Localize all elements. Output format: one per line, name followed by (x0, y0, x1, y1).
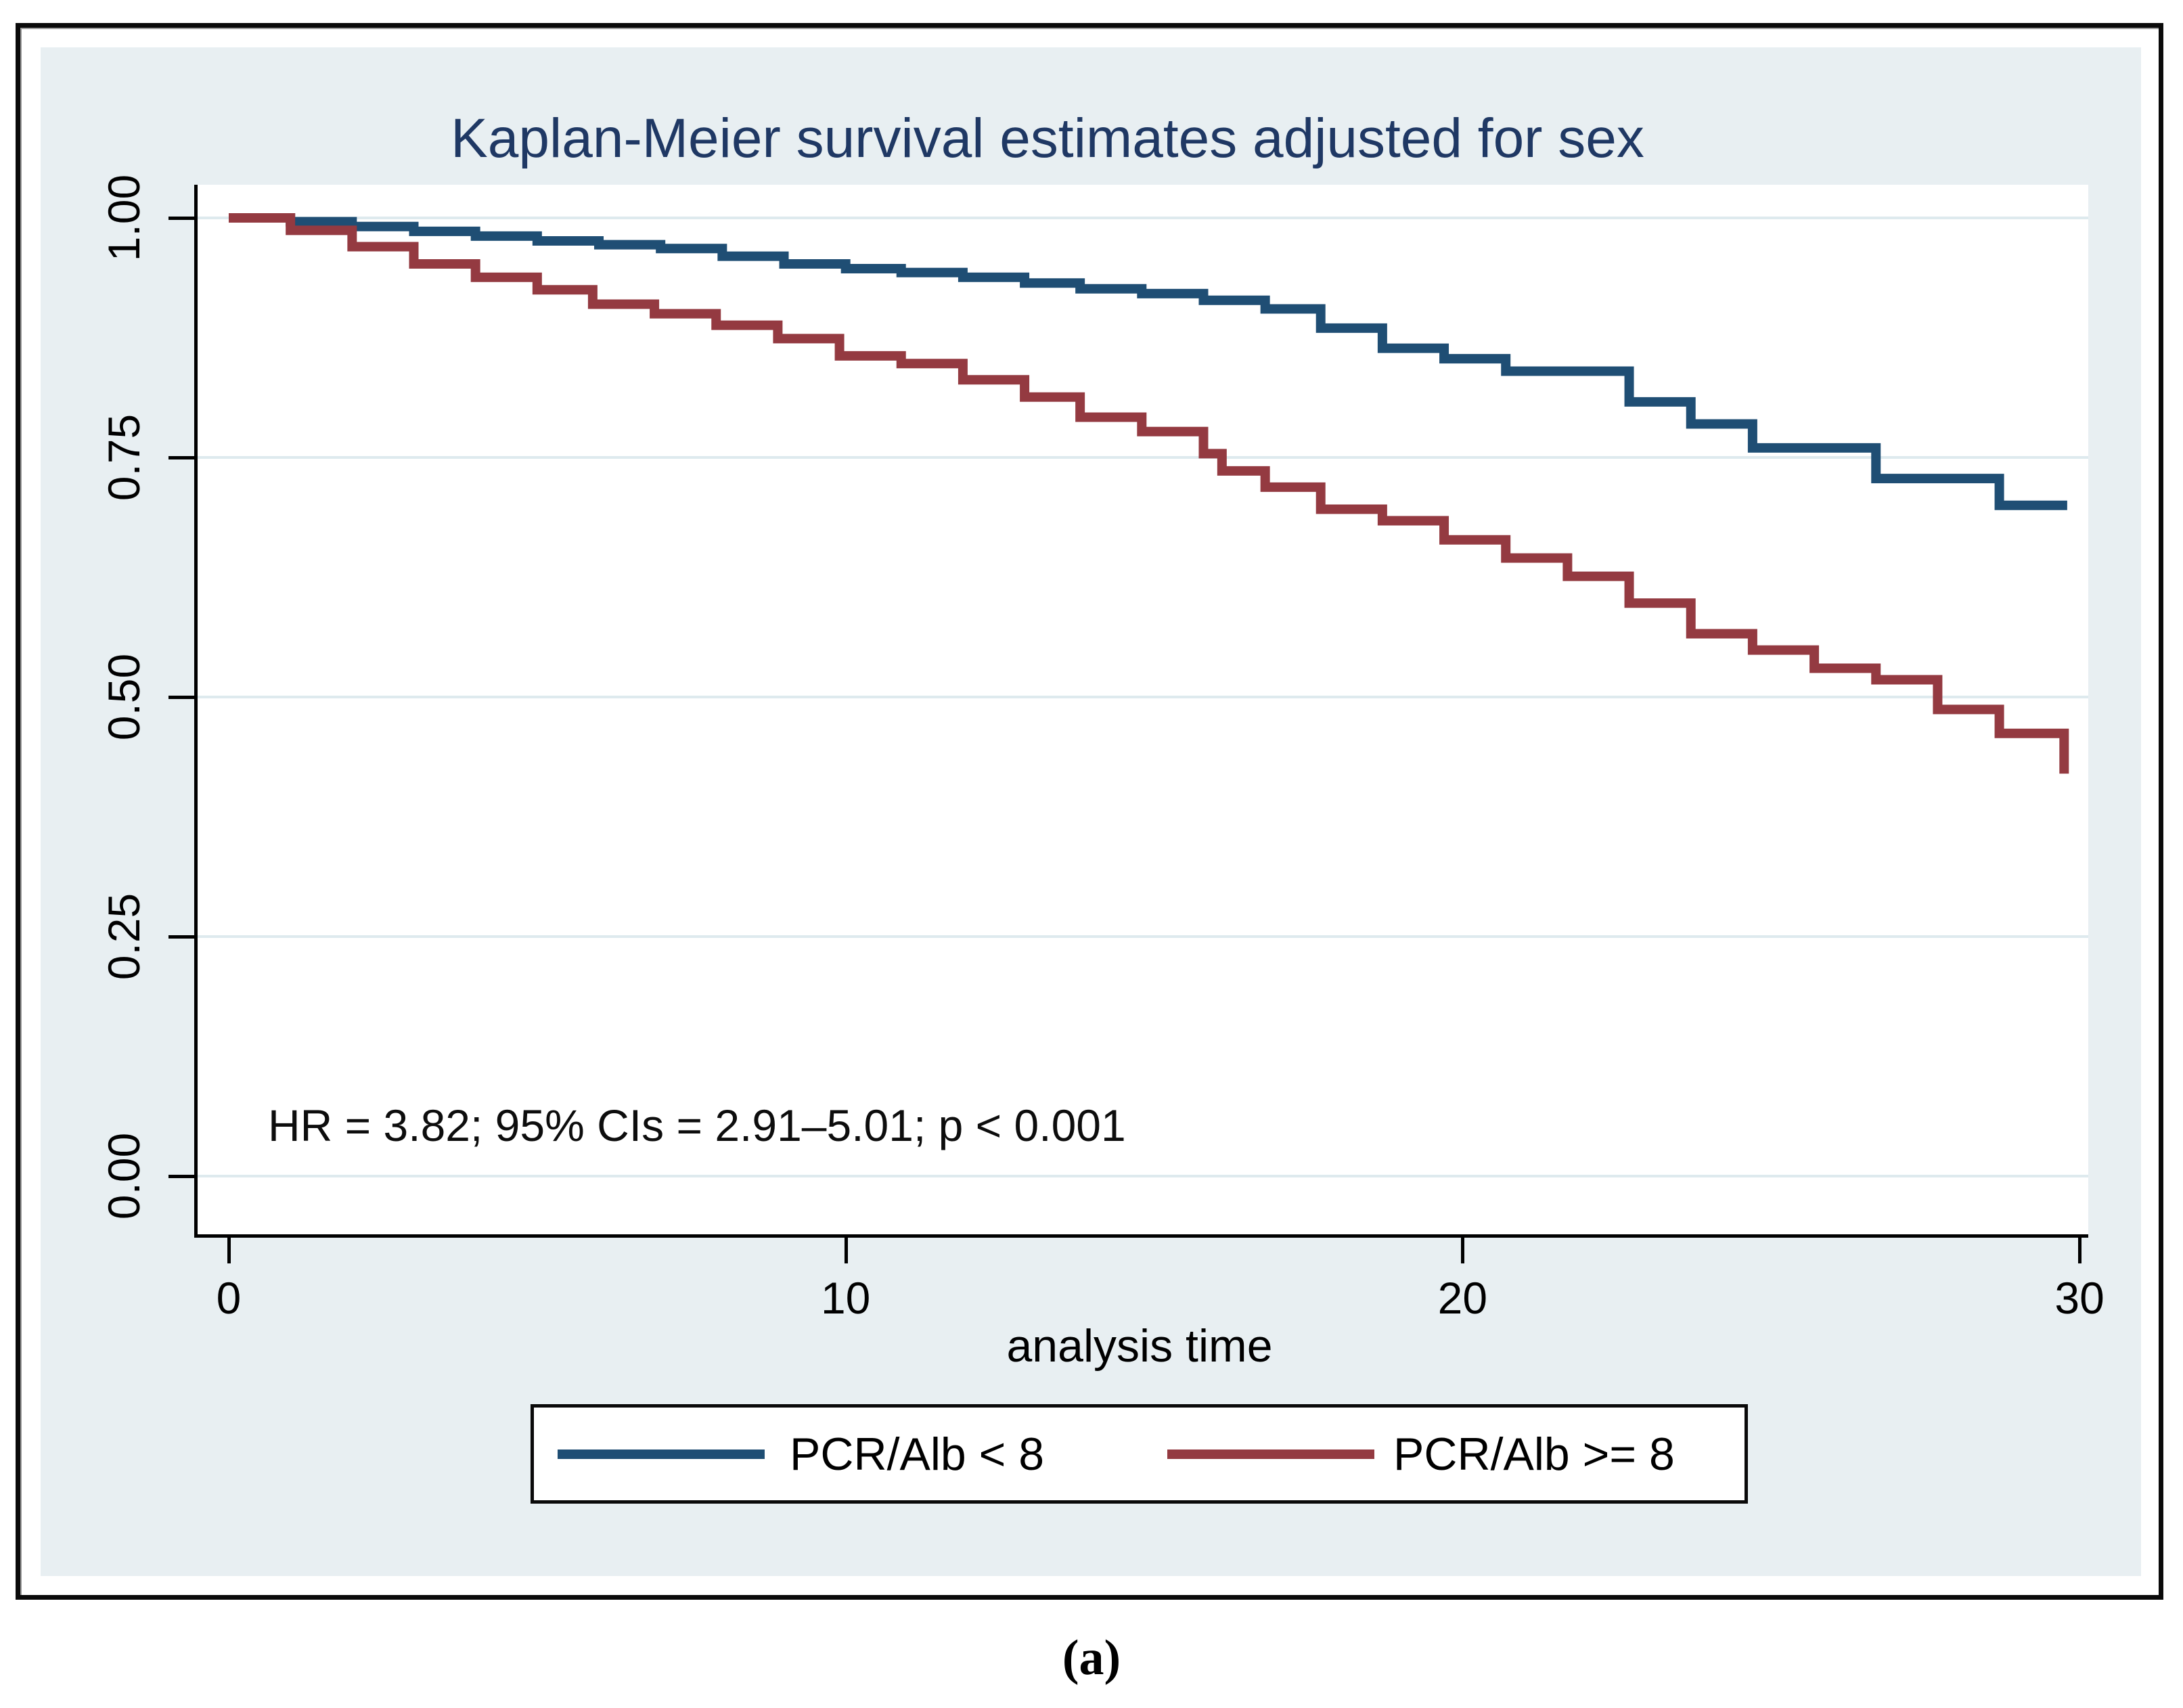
y-tick-mark-0.75 (168, 456, 194, 459)
x-tick-label-10: 10 (820, 1273, 871, 1323)
km-curve-pcralb-lt8 (229, 213, 2067, 510)
y-tick-mark-1.00 (168, 217, 194, 220)
chart-title: Kaplan-Meier survival estimates adjusted… (451, 108, 1644, 169)
legend-label-pcralb-lt8: PCR/Alb < 8 (790, 1428, 1045, 1480)
figure-caption: (a) (1062, 1630, 1121, 1686)
legend-swatch-pcralb-ge8 (1167, 1449, 1374, 1459)
x-tick-label-30: 30 (2054, 1273, 2105, 1323)
y-tick-label-0.00: 0.00 (99, 1132, 149, 1220)
y-tick-label-0.50: 0.50 (99, 653, 149, 741)
y-tick-mark-0.25 (168, 935, 194, 939)
x-tick-mark-30 (2078, 1238, 2082, 1263)
legend-label-pcralb-ge8: PCR/Alb >= 8 (1393, 1428, 1675, 1480)
plot-area: HR = 3.82; 95% CIs = 2.91–5.01; p < 0.00… (194, 185, 2088, 1238)
legend-box: PCR/Alb < 8 PCR/Alb >= 8 (531, 1404, 1748, 1504)
x-tick-label-0: 0 (216, 1273, 242, 1323)
y-tick-label-0.25: 0.25 (99, 893, 149, 981)
km-curves-svg (198, 213, 2088, 1177)
y-tick-label-0.75: 0.75 (99, 413, 149, 501)
hr-annotation: HR = 3.82; 95% CIs = 2.91–5.01; p < 0.00… (268, 1100, 1126, 1150)
x-tick-mark-10 (844, 1238, 848, 1263)
x-tick-label-20: 20 (1437, 1273, 1488, 1323)
y-tick-label-1.00: 1.00 (99, 174, 149, 262)
x-tick-mark-20 (1461, 1238, 1465, 1263)
km-curve-pcralb-ge8 (229, 213, 2069, 774)
legend-swatch-pcralb-lt8 (558, 1449, 765, 1459)
y-tick-mark-0.50 (168, 696, 194, 699)
x-tick-mark-0 (227, 1238, 231, 1263)
y-tick-mark-0.00 (168, 1175, 194, 1178)
x-axis-title: analysis time (1006, 1320, 1273, 1372)
